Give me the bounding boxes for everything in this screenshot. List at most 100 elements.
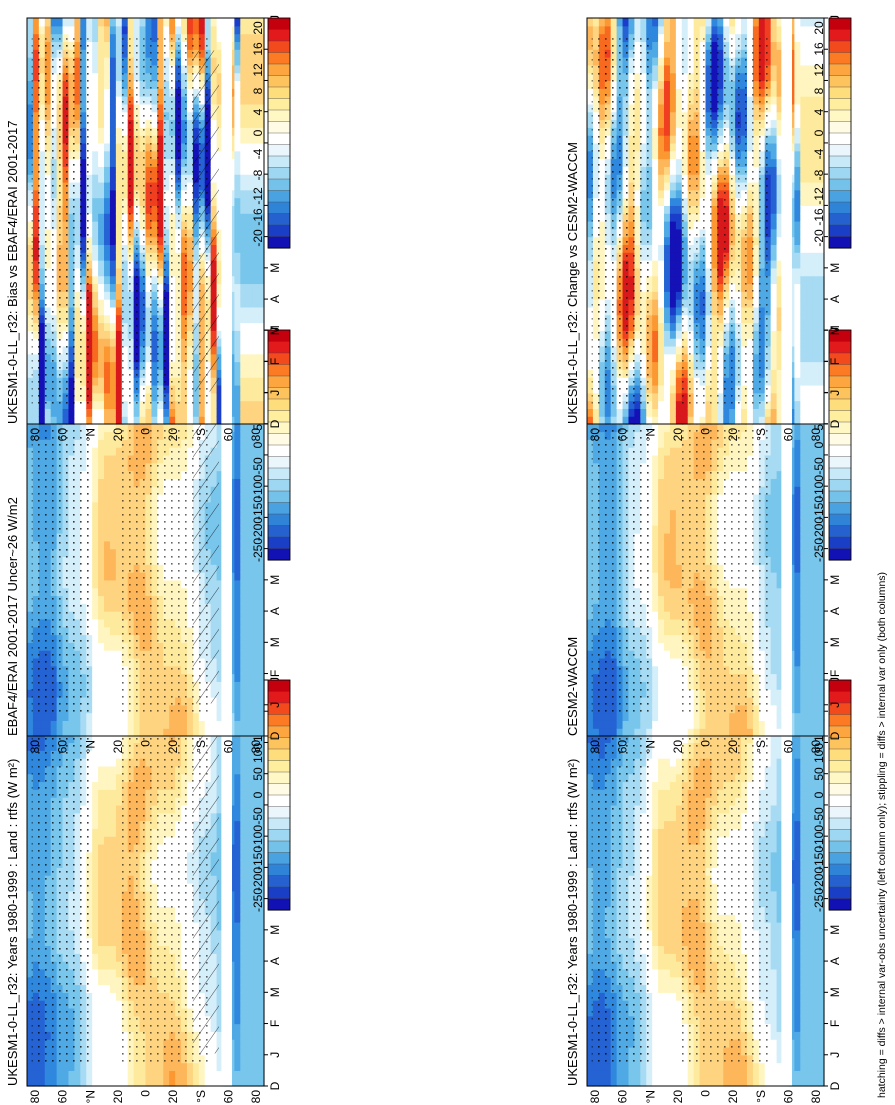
heatmap-cell [163, 720, 170, 729]
heatmap-cell [115, 447, 123, 456]
heatmap-cell [92, 439, 99, 448]
heatmap-cell [115, 486, 123, 495]
heatmap-cell [104, 890, 111, 900]
heatmap-cell [98, 462, 105, 472]
heatmap-cell [80, 1062, 87, 1071]
heatmap-cell [92, 1039, 99, 1048]
heatmap-cell [258, 914, 265, 923]
heatmap-cell [80, 1078, 87, 1087]
heatmap-cell [252, 673, 259, 682]
heatmap-cell [109, 634, 117, 643]
heatmap-cell [115, 634, 123, 643]
heatmap-cell [115, 564, 123, 573]
heatmap-cell [258, 681, 265, 690]
heatmap-cell [98, 898, 105, 908]
heatmap-cell [98, 843, 105, 853]
heatmap-cell [115, 968, 123, 978]
heatmap-cell [157, 1062, 164, 1071]
heatmap-cell [258, 704, 265, 714]
colorbar-swatch [267, 444, 291, 458]
heatmap-cell [216, 1007, 224, 1017]
colorbar-tick-label: -50 [251, 457, 265, 475]
heatmap-cell [98, 252, 105, 261]
heatmap-cell [246, 836, 253, 845]
colorbar-swatch [267, 548, 291, 561]
heatmap-cell [92, 572, 99, 581]
heatmap-cell [234, 548, 241, 558]
heatmap-cell [216, 720, 224, 729]
heatmap-cell [27, 875, 34, 884]
heatmap-cell [169, 1070, 176, 1079]
heatmap-cell [27, 548, 34, 558]
heatmap-cell [234, 883, 241, 892]
panel-bias-vs-ebaf4: 8060°N20020°S6080DJFMAMJJASONDJUKESM1-0-… [5, 15, 291, 441]
heatmap-cell [234, 454, 241, 464]
heatmap-cell [74, 25, 81, 35]
heatmap-cell [204, 1062, 212, 1071]
heatmap-cell [27, 867, 34, 876]
heatmap-cell [216, 898, 224, 908]
heatmap-cell [115, 804, 123, 814]
heatmap-cell [246, 789, 253, 798]
heatmap-cell [27, 197, 34, 206]
heatmap-cell [252, 1039, 259, 1048]
heatmap-cell [240, 1031, 247, 1040]
heatmap-cell [121, 1062, 129, 1071]
heatmap-cell [109, 493, 117, 503]
heatmap-cell [234, 773, 241, 783]
heatmap-cell [27, 579, 34, 589]
heatmap-cell [92, 704, 99, 714]
heatmap-cell [98, 611, 105, 620]
heatmap-cell [115, 657, 123, 667]
heatmap-cell [104, 929, 111, 939]
heatmap-cell [252, 820, 259, 829]
heatmap-cell [216, 642, 224, 651]
heatmap-cell [258, 470, 265, 479]
heatmap-cell [27, 789, 34, 798]
heatmap-cell [50, 18, 58, 27]
heatmap-cell [98, 968, 105, 978]
heatmap-cell [32, 1078, 40, 1087]
heatmap-cell [27, 681, 34, 690]
heatmap-cell [27, 665, 34, 675]
heatmap-cell [234, 867, 241, 876]
heatmap-cell [98, 306, 105, 316]
heatmap-cell [240, 611, 247, 620]
heatmap-cell [27, 72, 34, 82]
heatmap-cell [240, 867, 247, 876]
colorbar-tick-label: 0 [251, 441, 265, 448]
heatmap-cell [98, 665, 105, 675]
heatmap-cell [240, 1062, 247, 1071]
heatmap-cell [74, 720, 81, 729]
heatmap-cell [139, 712, 147, 721]
heatmap-cell [115, 781, 123, 790]
heatmap-cell [109, 992, 117, 1001]
heatmap-cell [234, 875, 241, 884]
heatmap-cell [240, 937, 247, 947]
heatmap-cell [109, 626, 117, 636]
heatmap-cell [27, 595, 34, 604]
heatmap-cell [252, 781, 259, 790]
heatmap-cell [92, 470, 99, 479]
heatmap-cell [115, 1046, 123, 1056]
heatmap-cell [115, 836, 123, 845]
heatmap-cell [27, 478, 34, 487]
heatmap-cell [246, 712, 253, 721]
heatmap-cell [216, 929, 224, 939]
heatmap-cell [246, 867, 253, 876]
heatmap-cell [246, 478, 253, 487]
heatmap-cell [38, 1062, 46, 1071]
heatmap-cell [27, 49, 34, 58]
heatmap-cell [246, 626, 253, 636]
heatmap-cell [139, 728, 147, 737]
heatmap-cell [92, 696, 99, 706]
heatmap-cell [240, 984, 247, 993]
heatmap-cell [234, 650, 241, 659]
heatmap-cell [92, 890, 99, 900]
heatmap-cell [104, 797, 111, 806]
heatmap-cell [234, 906, 241, 915]
heatmap-cell [216, 851, 224, 861]
heatmap-cell [109, 883, 117, 892]
heatmap-cell [234, 696, 241, 706]
heatmap-cell [104, 922, 111, 931]
